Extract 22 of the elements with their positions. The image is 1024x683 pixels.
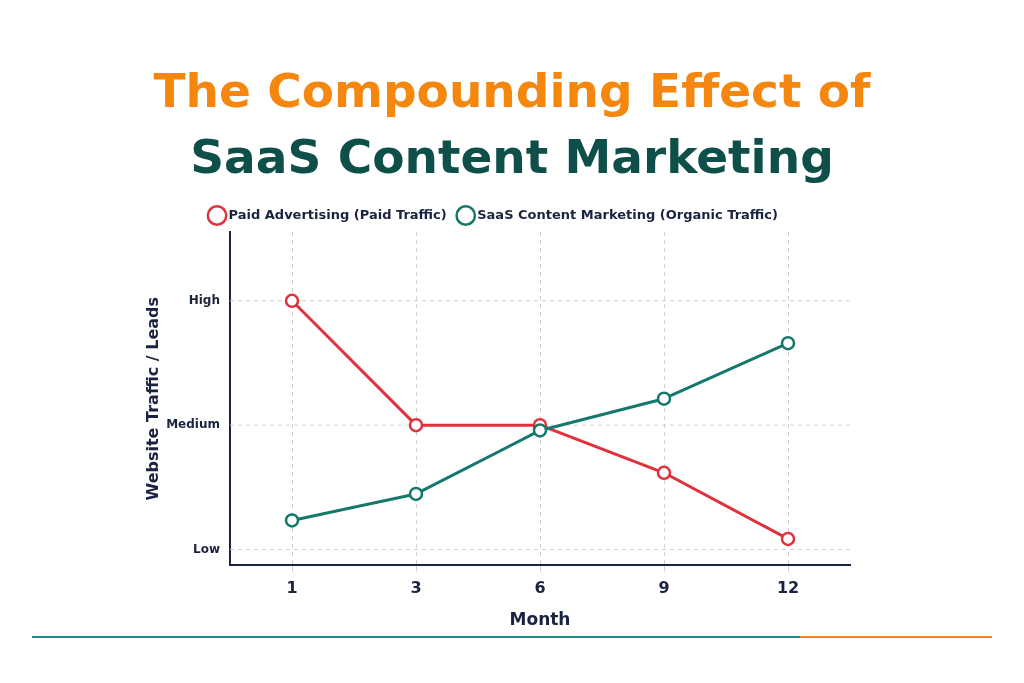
point <box>532 423 548 438</box>
point <box>780 335 796 351</box>
x-tick-label: 12 <box>776 578 800 598</box>
ref-line-label: High <box>188 292 220 307</box>
x-tick-label: 9 <box>658 578 670 598</box>
ref-line-label: Low <box>193 541 220 556</box>
x-tick-label: 6 <box>534 578 546 598</box>
x-axis-title: Month <box>509 609 571 630</box>
legend-label: SaaS Content Marketing (Organic Traffic) <box>477 206 778 222</box>
point <box>284 513 300 528</box>
y-axis-title: Website Traffic / Leads <box>142 296 162 501</box>
point <box>408 417 424 433</box>
legend-label: Paid Advertising (Paid Traffic) <box>228 206 447 222</box>
point <box>780 531 796 547</box>
x-tick-label: 3 <box>410 578 422 598</box>
x-tick-label: 1 <box>286 578 298 598</box>
point <box>656 465 672 481</box>
point <box>408 486 424 502</box>
ref-line-label: Medium <box>166 417 220 432</box>
point <box>656 391 672 406</box>
point <box>284 293 300 309</box>
chart-title: The Compounding Effect of SaaS Content Marketing <box>152 62 872 186</box>
